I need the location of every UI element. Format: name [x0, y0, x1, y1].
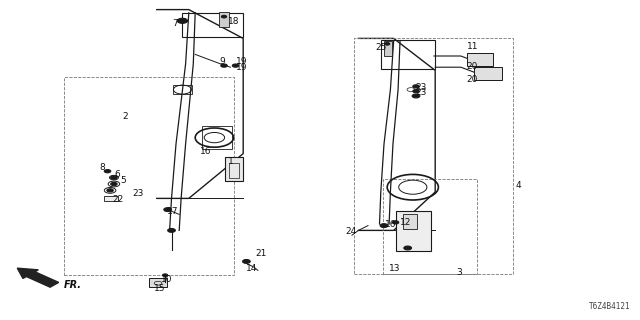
Text: 2: 2	[122, 112, 127, 121]
Circle shape	[168, 228, 175, 232]
Bar	[149, 278, 167, 287]
Text: 6: 6	[115, 170, 120, 179]
Circle shape	[413, 85, 419, 88]
Text: FR.: FR.	[64, 280, 82, 291]
Bar	[474, 67, 502, 80]
Text: 21: 21	[255, 249, 267, 258]
Text: 13: 13	[388, 264, 400, 273]
Circle shape	[404, 246, 412, 250]
Circle shape	[104, 170, 111, 173]
Circle shape	[177, 18, 188, 23]
Bar	[104, 196, 118, 201]
Bar	[381, 40, 435, 69]
Text: 19: 19	[236, 57, 248, 66]
Text: 23: 23	[132, 189, 143, 198]
Circle shape	[385, 43, 390, 45]
Text: 20: 20	[467, 75, 478, 84]
Circle shape	[232, 64, 239, 67]
Circle shape	[221, 15, 227, 18]
FancyArrow shape	[17, 268, 59, 287]
Circle shape	[107, 189, 113, 192]
Circle shape	[111, 182, 117, 186]
Text: 17: 17	[167, 207, 179, 216]
Circle shape	[164, 208, 172, 212]
Text: 23: 23	[415, 88, 427, 97]
Circle shape	[111, 176, 117, 179]
Text: 16: 16	[385, 220, 396, 229]
Circle shape	[413, 90, 419, 93]
Bar	[403, 214, 417, 229]
Text: 18: 18	[228, 17, 239, 26]
Text: 8: 8	[100, 164, 105, 172]
Text: 20: 20	[467, 62, 478, 71]
Text: 4: 4	[516, 181, 521, 190]
Bar	[354, 38, 513, 274]
Text: 3: 3	[457, 268, 462, 277]
Text: 9: 9	[220, 57, 225, 66]
Bar	[396, 211, 431, 251]
Circle shape	[163, 274, 168, 276]
Bar	[182, 13, 243, 37]
Bar	[467, 53, 493, 66]
Bar	[229, 163, 239, 178]
Text: 11: 11	[467, 42, 478, 51]
Text: 22: 22	[113, 195, 124, 204]
Text: 24: 24	[345, 227, 356, 236]
Text: 16: 16	[200, 147, 212, 156]
Bar	[219, 12, 229, 27]
Text: 1: 1	[228, 157, 233, 166]
Text: 14: 14	[246, 264, 257, 273]
Circle shape	[380, 224, 388, 228]
Bar	[64, 77, 234, 275]
Bar	[225, 157, 243, 181]
Text: 25: 25	[375, 43, 387, 52]
Circle shape	[221, 64, 227, 67]
Text: 15: 15	[154, 284, 165, 293]
Text: 19: 19	[236, 63, 248, 72]
Circle shape	[243, 260, 250, 263]
Text: 23: 23	[415, 83, 427, 92]
Text: 5: 5	[120, 176, 125, 185]
Text: 7: 7	[173, 20, 178, 28]
Text: 12: 12	[400, 218, 412, 227]
Bar	[202, 126, 232, 149]
Text: 10: 10	[161, 275, 172, 284]
Text: T6Z4B4121: T6Z4B4121	[589, 302, 630, 311]
Circle shape	[412, 94, 420, 98]
Circle shape	[392, 221, 399, 224]
Bar	[383, 179, 477, 274]
Bar	[384, 41, 392, 56]
Bar	[173, 85, 192, 94]
